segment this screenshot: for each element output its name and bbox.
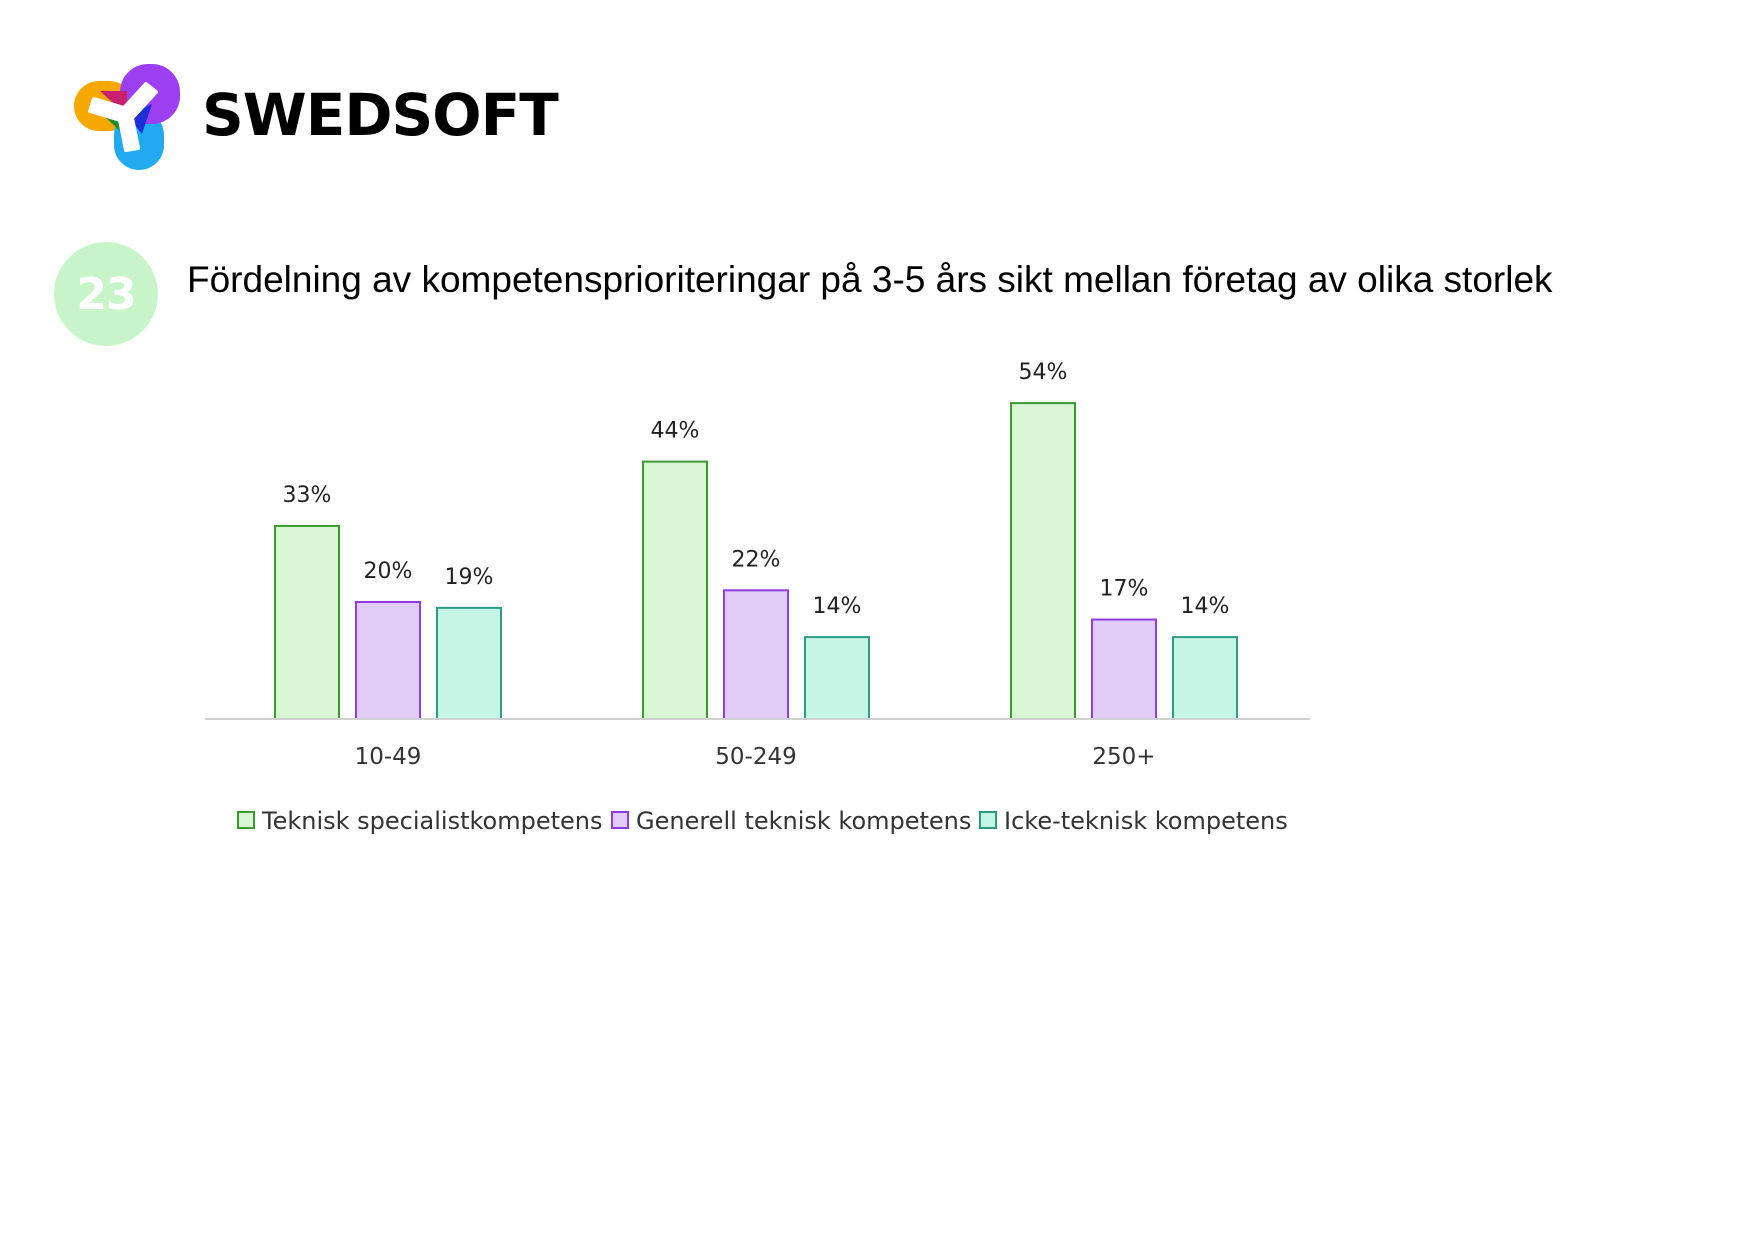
- legend-label: Teknisk specialistkompetens: [261, 807, 602, 835]
- bar-250+-2: [1091, 618, 1157, 720]
- brand-name: SWEDSOFT: [202, 81, 559, 149]
- swedsoft-logo-icon: [74, 64, 180, 170]
- category-label: 250+: [1092, 744, 1155, 770]
- data-label: 17%: [1100, 577, 1149, 602]
- data-label: 22%: [732, 547, 781, 572]
- data-label: 33%: [283, 483, 332, 508]
- bar-50-249-3: [804, 636, 870, 720]
- category-label: 10-49: [355, 744, 422, 770]
- bar-10-49-2: [355, 601, 421, 720]
- chart-title: Fördelning av kompetensprioriteringar på…: [187, 259, 1553, 300]
- legend-swatch: [237, 811, 255, 829]
- data-label: 14%: [813, 594, 862, 619]
- bar-250+-1: [1010, 402, 1076, 720]
- bar-10-49-1: [274, 524, 340, 721]
- bars-layer: 33% 20% 19% 44% 22% 14% 54% 17% 14%: [274, 360, 1238, 721]
- data-label: 54%: [1019, 360, 1068, 385]
- bar-250+-3: [1172, 636, 1238, 720]
- legend: Teknisk specialistkompetens Generell tekn…: [237, 807, 1288, 835]
- legend-swatch: [979, 811, 997, 829]
- legend-swatch: [611, 811, 629, 829]
- data-label: 20%: [364, 559, 413, 584]
- data-label: 44%: [651, 419, 700, 444]
- data-label: 19%: [445, 565, 494, 590]
- figure-number-badge: 23: [54, 242, 158, 346]
- bar-10-49-3: [436, 606, 502, 720]
- data-label: 14%: [1181, 594, 1230, 619]
- legend-label: Icke-teknisk kompetens: [1004, 807, 1288, 835]
- legend-label: Generell teknisk kompetens: [636, 807, 971, 835]
- bar-50-249-2: [723, 589, 789, 720]
- bar-50-249-1: [642, 460, 708, 720]
- category-labels: 10-49 50-249 250+: [355, 744, 1156, 770]
- category-label: 50-249: [715, 744, 796, 770]
